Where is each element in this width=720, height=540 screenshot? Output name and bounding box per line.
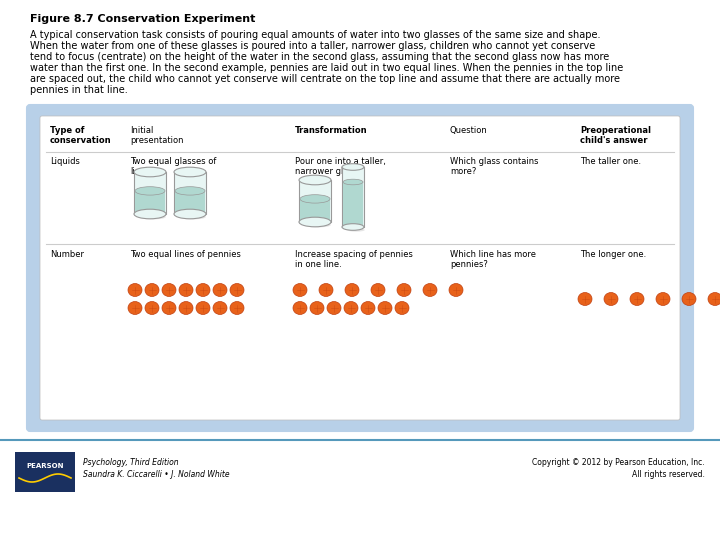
Ellipse shape xyxy=(604,293,618,306)
Ellipse shape xyxy=(145,284,159,296)
Ellipse shape xyxy=(305,222,330,227)
Text: Pour one into a taller,
narrower glass.: Pour one into a taller, narrower glass. xyxy=(295,157,386,177)
Text: Type of
conservation: Type of conservation xyxy=(50,126,112,145)
Ellipse shape xyxy=(196,301,210,314)
Ellipse shape xyxy=(344,301,358,314)
Ellipse shape xyxy=(128,301,142,314)
Ellipse shape xyxy=(397,284,411,296)
Ellipse shape xyxy=(230,301,244,314)
Ellipse shape xyxy=(708,293,720,306)
Ellipse shape xyxy=(196,284,210,296)
Text: The taller one.: The taller one. xyxy=(580,157,641,166)
Text: Psychology, Third Edition: Psychology, Third Edition xyxy=(83,458,179,467)
Ellipse shape xyxy=(345,284,359,296)
Ellipse shape xyxy=(423,284,437,296)
Ellipse shape xyxy=(342,224,364,230)
FancyBboxPatch shape xyxy=(300,199,330,221)
Ellipse shape xyxy=(319,284,333,296)
Ellipse shape xyxy=(361,301,375,314)
Ellipse shape xyxy=(578,293,592,306)
Ellipse shape xyxy=(327,301,341,314)
Ellipse shape xyxy=(299,217,331,227)
Ellipse shape xyxy=(342,164,364,170)
Ellipse shape xyxy=(145,301,159,314)
Text: Initial
presentation: Initial presentation xyxy=(130,126,184,145)
Text: Question: Question xyxy=(450,126,487,135)
FancyBboxPatch shape xyxy=(174,172,206,214)
Ellipse shape xyxy=(175,187,205,195)
Ellipse shape xyxy=(179,301,193,314)
FancyBboxPatch shape xyxy=(15,452,75,492)
FancyBboxPatch shape xyxy=(40,116,680,420)
Text: Two equal glasses of
liquid: Two equal glasses of liquid xyxy=(130,157,217,177)
FancyBboxPatch shape xyxy=(342,167,364,227)
Ellipse shape xyxy=(140,214,166,219)
Ellipse shape xyxy=(395,301,409,314)
Ellipse shape xyxy=(230,284,244,296)
FancyBboxPatch shape xyxy=(135,191,165,213)
Text: Copyright © 2012 by Pearson Education, Inc.: Copyright © 2012 by Pearson Education, I… xyxy=(532,458,705,467)
FancyBboxPatch shape xyxy=(299,180,331,222)
Ellipse shape xyxy=(293,301,307,314)
Text: Liquids: Liquids xyxy=(50,157,80,166)
Text: are spaced out, the child who cannot yet conserve will centrate on the top line : are spaced out, the child who cannot yet… xyxy=(30,74,620,84)
Ellipse shape xyxy=(300,195,330,203)
Text: pennies in that line.: pennies in that line. xyxy=(30,85,127,95)
Text: All rights reserved.: All rights reserved. xyxy=(632,470,705,479)
Ellipse shape xyxy=(378,301,392,314)
Ellipse shape xyxy=(656,293,670,306)
FancyBboxPatch shape xyxy=(27,105,693,431)
Ellipse shape xyxy=(174,209,206,219)
Ellipse shape xyxy=(128,284,142,296)
FancyBboxPatch shape xyxy=(175,191,205,213)
Text: Two equal lines of pennies: Two equal lines of pennies xyxy=(130,250,241,259)
FancyBboxPatch shape xyxy=(134,172,166,214)
Ellipse shape xyxy=(682,293,696,306)
Text: A typical conservation task consists of pouring equal amounts of water into two : A typical conservation task consists of … xyxy=(30,30,600,40)
Text: Which glass contains
more?: Which glass contains more? xyxy=(450,157,539,177)
Ellipse shape xyxy=(162,301,176,314)
Text: Figure 8.7 Conservation Experiment: Figure 8.7 Conservation Experiment xyxy=(30,14,256,24)
Text: PEARSON: PEARSON xyxy=(26,463,64,469)
Text: The longer one.: The longer one. xyxy=(580,250,647,259)
Text: tend to focus (centrate) on the height of the water in the second glass, assumin: tend to focus (centrate) on the height o… xyxy=(30,52,609,62)
Ellipse shape xyxy=(293,284,307,296)
FancyBboxPatch shape xyxy=(343,182,363,226)
Ellipse shape xyxy=(347,228,365,232)
Text: Transformation: Transformation xyxy=(295,126,368,135)
Ellipse shape xyxy=(162,284,176,296)
Text: Preoperational
child's answer: Preoperational child's answer xyxy=(580,126,651,145)
Ellipse shape xyxy=(134,167,166,177)
Ellipse shape xyxy=(449,284,463,296)
Ellipse shape xyxy=(213,301,227,314)
Text: Increase spacing of pennies
in one line.: Increase spacing of pennies in one line. xyxy=(295,250,413,269)
Text: When the water from one of these glasses is poured into a taller, narrower glass: When the water from one of these glasses… xyxy=(30,41,595,51)
Ellipse shape xyxy=(371,284,385,296)
Ellipse shape xyxy=(213,284,227,296)
Ellipse shape xyxy=(180,214,206,219)
Text: Number: Number xyxy=(50,250,84,259)
Text: Which line has more
pennies?: Which line has more pennies? xyxy=(450,250,536,269)
Text: water than the first one. In the second example, pennies are laid out in two equ: water than the first one. In the second … xyxy=(30,63,624,73)
Ellipse shape xyxy=(135,187,165,195)
Text: Saundra K. Ciccarelli • J. Noland White: Saundra K. Ciccarelli • J. Noland White xyxy=(83,470,230,479)
Ellipse shape xyxy=(343,179,363,185)
Ellipse shape xyxy=(630,293,644,306)
Ellipse shape xyxy=(299,175,331,185)
Ellipse shape xyxy=(179,284,193,296)
Ellipse shape xyxy=(310,301,324,314)
Ellipse shape xyxy=(134,209,166,219)
Ellipse shape xyxy=(174,167,206,177)
